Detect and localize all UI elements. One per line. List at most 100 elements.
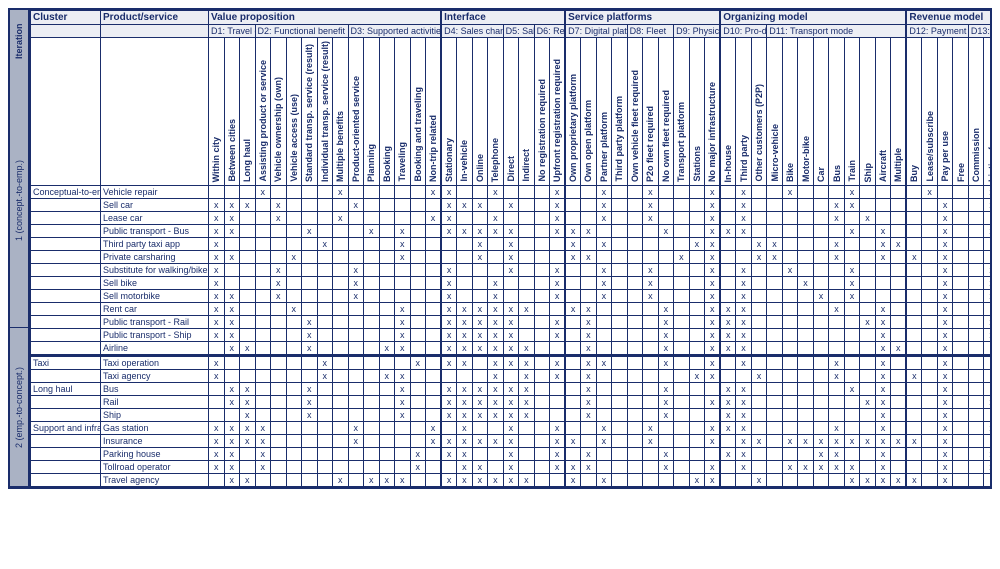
dim-header: D4: Sales channel <box>441 25 503 38</box>
matrix-cell <box>534 409 550 422</box>
matrix-cell <box>364 396 380 409</box>
matrix-cell: x <box>596 186 612 199</box>
matrix-cell <box>364 329 380 342</box>
matrix-cell <box>612 396 628 409</box>
matrix-cell <box>503 186 519 199</box>
matrix-cell <box>984 370 990 383</box>
matrix-cell <box>364 277 380 290</box>
matrix-cell: x <box>596 422 612 435</box>
matrix-cell <box>829 409 845 422</box>
matrix-cell: x <box>937 342 953 356</box>
matrix-cell: x <box>596 238 612 251</box>
matrix-cell <box>689 329 705 342</box>
matrix-cell <box>643 342 659 356</box>
matrix-cell <box>953 186 969 199</box>
matrix-cell: x <box>984 422 990 435</box>
matrix-cell <box>813 383 829 396</box>
matrix-cell <box>767 448 783 461</box>
matrix-cell <box>550 342 566 356</box>
table-row: Public transport - Shipxxxxxxxxxxxxxxxxx… <box>31 329 991 342</box>
matrix-cell: x <box>875 316 891 329</box>
matrix-cell <box>395 264 411 277</box>
attr-header: Between cities <box>224 38 240 186</box>
matrix-cell: x <box>302 316 318 329</box>
matrix-cell <box>333 303 349 316</box>
matrix-cell <box>860 303 876 316</box>
matrix-cell: x <box>209 448 225 461</box>
matrix-cell: x <box>720 383 736 396</box>
matrix-cell <box>720 370 736 383</box>
matrix-cell: x <box>503 422 519 435</box>
attr-header: Ship <box>860 38 876 186</box>
matrix-cell <box>565 329 581 342</box>
matrix-cell <box>891 409 907 422</box>
matrix-cell <box>240 251 256 264</box>
matrix-cell <box>410 199 426 212</box>
matrix-cell: x <box>209 290 225 303</box>
matrix-cell: x <box>798 277 814 290</box>
attr-header: Bus <box>829 38 845 186</box>
matrix-cell <box>596 409 612 422</box>
matrix-cell <box>550 383 566 396</box>
matrix-cell <box>627 238 643 251</box>
matrix-cell <box>922 396 938 409</box>
matrix-cell <box>209 186 225 199</box>
matrix-cell <box>627 370 643 383</box>
matrix-cell <box>891 264 907 277</box>
matrix-cell: x <box>565 251 581 264</box>
matrix-cell <box>798 329 814 342</box>
matrix-cell: x <box>271 277 287 290</box>
matrix-cell <box>348 316 364 329</box>
matrix-cell: x <box>813 448 829 461</box>
matrix-cell: x <box>503 409 519 422</box>
matrix-cell <box>364 435 380 448</box>
matrix-cell: x <box>565 225 581 238</box>
matrix-cell <box>472 277 488 290</box>
matrix-cell <box>286 238 302 251</box>
cluster-header: Cluster <box>31 11 101 25</box>
matrix-cell: x <box>472 303 488 316</box>
matrix-cell: x <box>596 435 612 448</box>
section-header: Interface <box>441 11 565 25</box>
matrix-cell <box>627 251 643 264</box>
attr-header: Vehicle ownership (own) <box>271 38 287 186</box>
matrix-cell: x <box>209 212 225 225</box>
matrix-cell: x <box>395 238 411 251</box>
matrix-cell <box>860 356 876 370</box>
matrix-cell: x <box>441 277 457 290</box>
matrix-cell <box>534 251 550 264</box>
matrix-cell <box>875 264 891 277</box>
matrix-cell: x <box>705 356 721 370</box>
matrix-cell <box>271 251 287 264</box>
matrix-cell: x <box>736 461 752 474</box>
matrix-cell <box>922 435 938 448</box>
matrix-cell <box>271 474 287 487</box>
matrix-cell <box>674 370 690 383</box>
matrix-cell: x <box>240 383 256 396</box>
matrix-cell <box>875 186 891 199</box>
matrix-cell <box>255 316 271 329</box>
matrix-cell <box>379 251 395 264</box>
matrix-cell: x <box>488 396 504 409</box>
matrix-cell <box>534 303 550 316</box>
matrix-cell <box>565 356 581 370</box>
matrix-cell <box>565 422 581 435</box>
matrix-cell: x <box>875 422 891 435</box>
cluster-cell: Support and infrastructure <box>31 422 101 435</box>
matrix-cell <box>534 264 550 277</box>
matrix-cell <box>426 199 442 212</box>
matrix-cell: x <box>705 474 721 487</box>
matrix-cell <box>441 370 457 383</box>
matrix-cell <box>844 342 860 356</box>
matrix-cell: x <box>286 251 302 264</box>
matrix-cell <box>317 303 333 316</box>
matrix-cell <box>410 303 426 316</box>
matrix-cell <box>317 277 333 290</box>
matrix-cell <box>689 316 705 329</box>
matrix-cell <box>674 316 690 329</box>
matrix-cell <box>565 383 581 396</box>
matrix-cell <box>379 316 395 329</box>
attr-header: Telephone <box>488 38 504 186</box>
matrix-cell: x <box>503 448 519 461</box>
matrix-cell <box>395 212 411 225</box>
